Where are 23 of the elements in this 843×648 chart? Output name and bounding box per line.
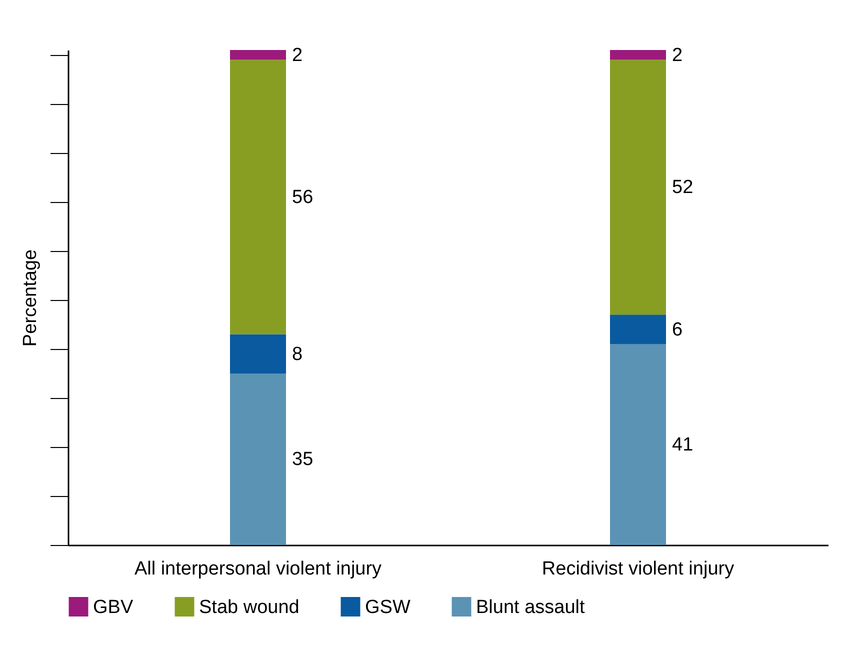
x-tick-label: Recidivist violent injury [542,558,735,580]
data-label: 2 [292,44,303,66]
bar [610,60,666,315]
data-label: 52 [672,177,694,198]
data-label: 2 [672,44,683,66]
data-label: 41 [672,434,694,456]
legend-label: GSW [365,596,410,618]
bar [610,344,666,545]
legend-label: Blunt assault [476,596,586,618]
legend-label: Stab wound [199,596,300,618]
bar [610,314,666,344]
data-label: 35 [292,449,314,470]
legend-label: GBV [93,596,134,618]
bar [610,50,666,60]
data-label: 8 [292,344,303,365]
data-label: 6 [672,319,683,340]
x-tick-label: All interpersonal violent injury [134,558,382,580]
y-axis-title: Percentage [20,249,41,347]
data-label: 56 [292,187,314,208]
bar [230,60,286,334]
bar [230,50,286,60]
bar [230,373,286,545]
bar [230,334,286,374]
